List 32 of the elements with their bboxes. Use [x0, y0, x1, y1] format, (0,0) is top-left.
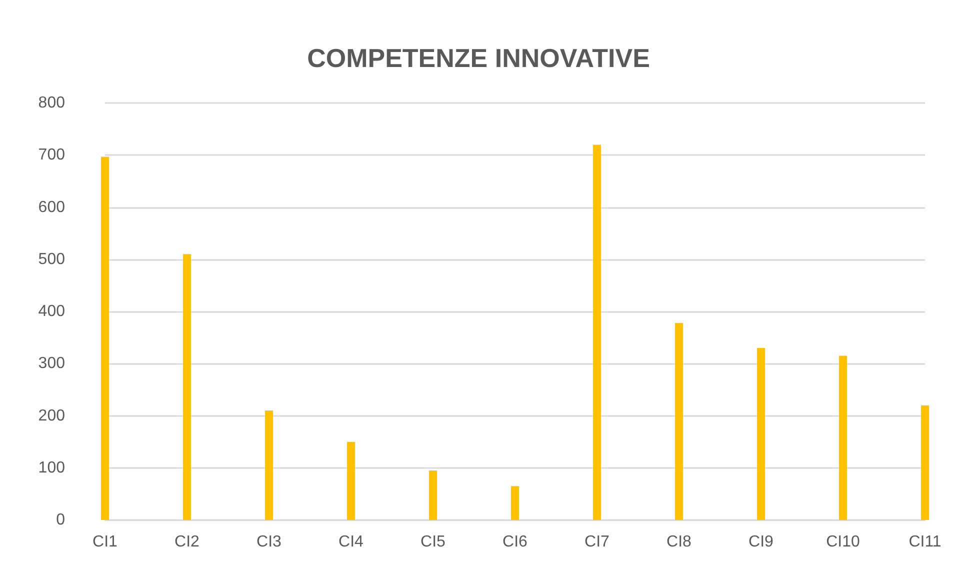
bar: [347, 442, 355, 520]
bar: [921, 405, 929, 520]
bar: [101, 156, 109, 520]
x-tick-label: CI3: [256, 534, 282, 550]
bar: [265, 410, 273, 520]
y-tick-label: 400: [38, 303, 66, 320]
y-tick-label: 100: [38, 459, 66, 476]
y-tick-label: 500: [38, 250, 66, 268]
bar: [429, 470, 437, 520]
bar: [183, 254, 191, 520]
x-tick-label: CI2: [174, 534, 200, 550]
x-tick-label: CI7: [584, 534, 610, 550]
y-tick-label: 600: [38, 198, 66, 216]
x-tick-label: CI9: [748, 534, 774, 550]
x-tick-label: CI1: [92, 534, 118, 550]
bar: [675, 322, 683, 520]
x-tick-label: CI6: [502, 534, 528, 550]
y-tick-label: 300: [38, 355, 66, 372]
y-tick-label: 700: [38, 146, 66, 164]
chart-title: COMPETENZE INNOVATIVE: [307, 43, 650, 73]
x-tick-label: CI10: [826, 534, 860, 550]
bar: [757, 348, 765, 520]
x-tick-label: CI11: [908, 534, 942, 550]
bar: [593, 144, 601, 520]
bar: [511, 486, 519, 520]
x-tick-label: CI8: [666, 534, 692, 550]
x-tick-label: CI5: [420, 534, 446, 550]
y-tick-label: 800: [38, 94, 66, 112]
bar: [839, 356, 847, 520]
y-tick-label: 0: [56, 512, 66, 528]
x-tick-label: CI4: [338, 534, 364, 550]
y-tick-label: 200: [38, 407, 66, 424]
